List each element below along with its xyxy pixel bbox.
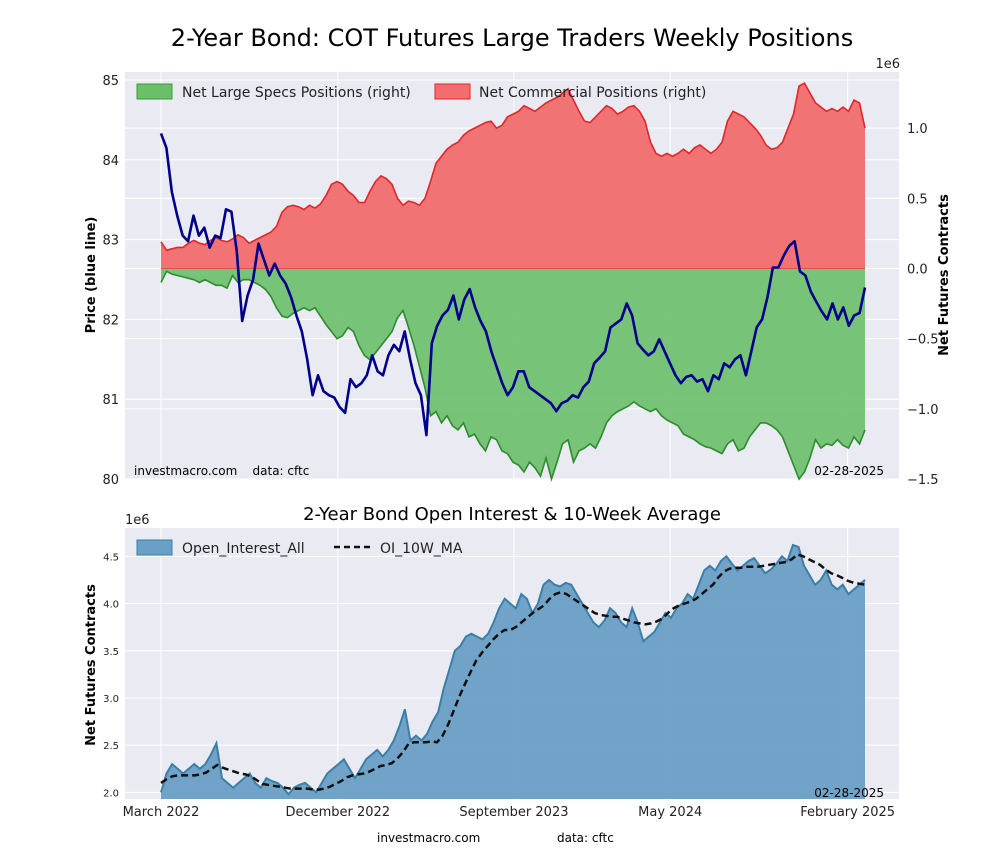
right-tick-label: 1.0 [907, 122, 928, 137]
top-left-axis-label: Price (blue line) [84, 217, 99, 334]
main-title: 2-Year Bond: COT Futures Large Traders W… [171, 24, 853, 52]
bottom-oi-area [160, 543, 866, 799]
bottom-y-tick-label: 2.5 [103, 741, 119, 752]
specs-line [160, 270, 866, 482]
top-price-line [159, 132, 867, 437]
left-tick-label: 82 [102, 313, 119, 328]
bottom-x-tick-label: May 2024 [638, 805, 702, 820]
top-legend: Net Large Specs Positions (right) Net Co… [136, 83, 706, 101]
left-tick-label: 80 [102, 473, 119, 488]
bottom-date-label: 02-28-2025 [814, 786, 884, 800]
specs-area [161, 268, 865, 479]
legend-label-specs: Net Large Specs Positions (right) [182, 85, 411, 101]
legend-label-oi: Open_Interest_All [182, 541, 305, 557]
bottom-y-axis-label: Net Futures Contracts [84, 584, 99, 746]
bottom-x-axis: March 2022 December 2022 September 2023 May… [123, 805, 895, 820]
top-right-axis: −1.5 −1.0 −0.5 0.0 0.5 1.0 [907, 122, 939, 488]
bottom-ma-line [160, 552, 866, 791]
bottom-legend: Open_Interest_All OI_10W_MA [136, 539, 463, 557]
right-tick-label: −1.0 [907, 403, 939, 418]
top-watermark: investmacro.com data: cftc [134, 464, 309, 478]
legend-swatch-specs [136, 83, 173, 100]
left-tick-label: 85 [102, 74, 119, 89]
bottom-y-tick-label: 3.0 [103, 694, 119, 705]
comm-line [160, 82, 866, 252]
bottom-y-tick-label: 3.5 [103, 647, 119, 658]
comm-area [161, 83, 865, 269]
right-tick-label: 0.0 [907, 262, 928, 277]
bottom-y-tick-label: 2.0 [103, 788, 119, 799]
footer-site: investmacro.com [377, 831, 480, 845]
oi-area [161, 545, 865, 799]
bottom-x-tick-label: December 2022 [285, 805, 390, 820]
legend-label-ma: OI_10W_MA [380, 541, 463, 557]
bottom-x-tick-label: March 2022 [123, 805, 200, 820]
bottom-x-tick-label: February 2025 [800, 805, 895, 820]
oi-line [160, 543, 866, 796]
top-right-scale-label: 1e6 [875, 57, 900, 72]
ma-line [160, 552, 866, 791]
left-tick-label: 84 [102, 154, 119, 169]
bottom-title: 2-Year Bond Open Interest & 10-Week Aver… [303, 504, 721, 525]
top-date-label: 02-28-2025 [814, 464, 884, 478]
right-tick-label: 0.5 [907, 192, 928, 207]
bottom-y-tick-label: 4.5 [103, 552, 119, 563]
bottom-chart: 2.0 2.5 3.0 3.5 4.0 4.5 March 2022 December 20… [84, 528, 899, 820]
bottom-y-axis: 2.0 2.5 3.0 3.5 4.0 4.5 [103, 552, 119, 799]
bottom-scale-label: 1e6 [125, 513, 150, 528]
footer-source: data: cftc [557, 831, 614, 845]
top-left-axis: 80 81 82 83 84 85 [102, 74, 119, 488]
price-line [159, 132, 867, 437]
bottom-x-tick-label: September 2023 [459, 805, 568, 820]
top-chart: 80 81 82 83 84 85 −1.5 −1.0 −0.5 0.0 0.5 1.0 1e6 P… [84, 57, 952, 488]
legend-label-comm: Net Commercial Positions (right) [479, 85, 706, 101]
top-right-axis-label: Net Futures Contracts [937, 194, 952, 356]
right-tick-label: −1.5 [907, 473, 939, 488]
bottom-y-tick-label: 4.0 [103, 600, 119, 611]
left-tick-label: 81 [102, 393, 119, 408]
legend-swatch-oi [136, 539, 173, 556]
left-tick-label: 83 [102, 234, 119, 249]
right-tick-label: −0.5 [907, 333, 939, 348]
legend-swatch-comm [434, 83, 471, 100]
